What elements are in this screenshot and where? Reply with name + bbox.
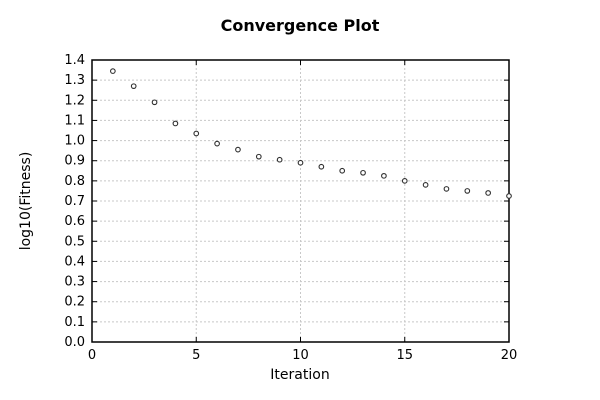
- x-tick-label: 10: [292, 348, 309, 363]
- y-tick-label: 0.2: [64, 295, 85, 310]
- data-point: [506, 193, 512, 199]
- data-point: [193, 130, 200, 137]
- data-point: [381, 172, 387, 179]
- data-point: [422, 182, 429, 188]
- y-tick-label: 0.7: [64, 194, 85, 209]
- y-tick-label: 1.1: [64, 113, 85, 128]
- data-point: [172, 120, 179, 127]
- y-tick-label: 0.6: [64, 214, 85, 229]
- y-tick-label: 0.9: [64, 154, 85, 169]
- data-point: [235, 146, 241, 153]
- y-tick-label: 0.5: [64, 234, 85, 249]
- data-point: [151, 99, 158, 106]
- y-tick-label: 0.4: [64, 254, 85, 269]
- data-point: [485, 190, 492, 196]
- y-tick-label: 0.1: [64, 315, 85, 330]
- data-point: [443, 186, 450, 192]
- data-point: [401, 178, 408, 184]
- chart-title: Convergence Plot: [220, 16, 380, 35]
- data-point: [464, 188, 471, 194]
- y-tick-label: 1.0: [64, 134, 85, 149]
- data-point: [360, 169, 366, 176]
- x-tick-label: 5: [192, 348, 200, 363]
- y-tick-label: 1.2: [64, 93, 85, 108]
- data-point: [339, 167, 346, 174]
- data-point: [297, 159, 304, 166]
- y-tick-label: 0.3: [64, 275, 85, 290]
- x-tick-label: 0: [88, 348, 96, 363]
- data-point: [109, 68, 116, 74]
- data-point: [214, 140, 220, 147]
- x-tick-label: 15: [396, 348, 413, 363]
- data-point: [255, 153, 262, 160]
- x-axis-label: Iteration: [270, 367, 330, 383]
- data-point: [130, 83, 137, 90]
- y-tick-label: 0.0: [64, 335, 85, 350]
- y-tick-label: 1.3: [64, 73, 85, 88]
- data-point: [318, 163, 325, 170]
- data-point: [276, 156, 283, 163]
- y-tick-label: 0.8: [64, 174, 85, 189]
- x-tick-label: 20: [501, 348, 518, 363]
- y-tick-label: 1.4: [64, 53, 85, 68]
